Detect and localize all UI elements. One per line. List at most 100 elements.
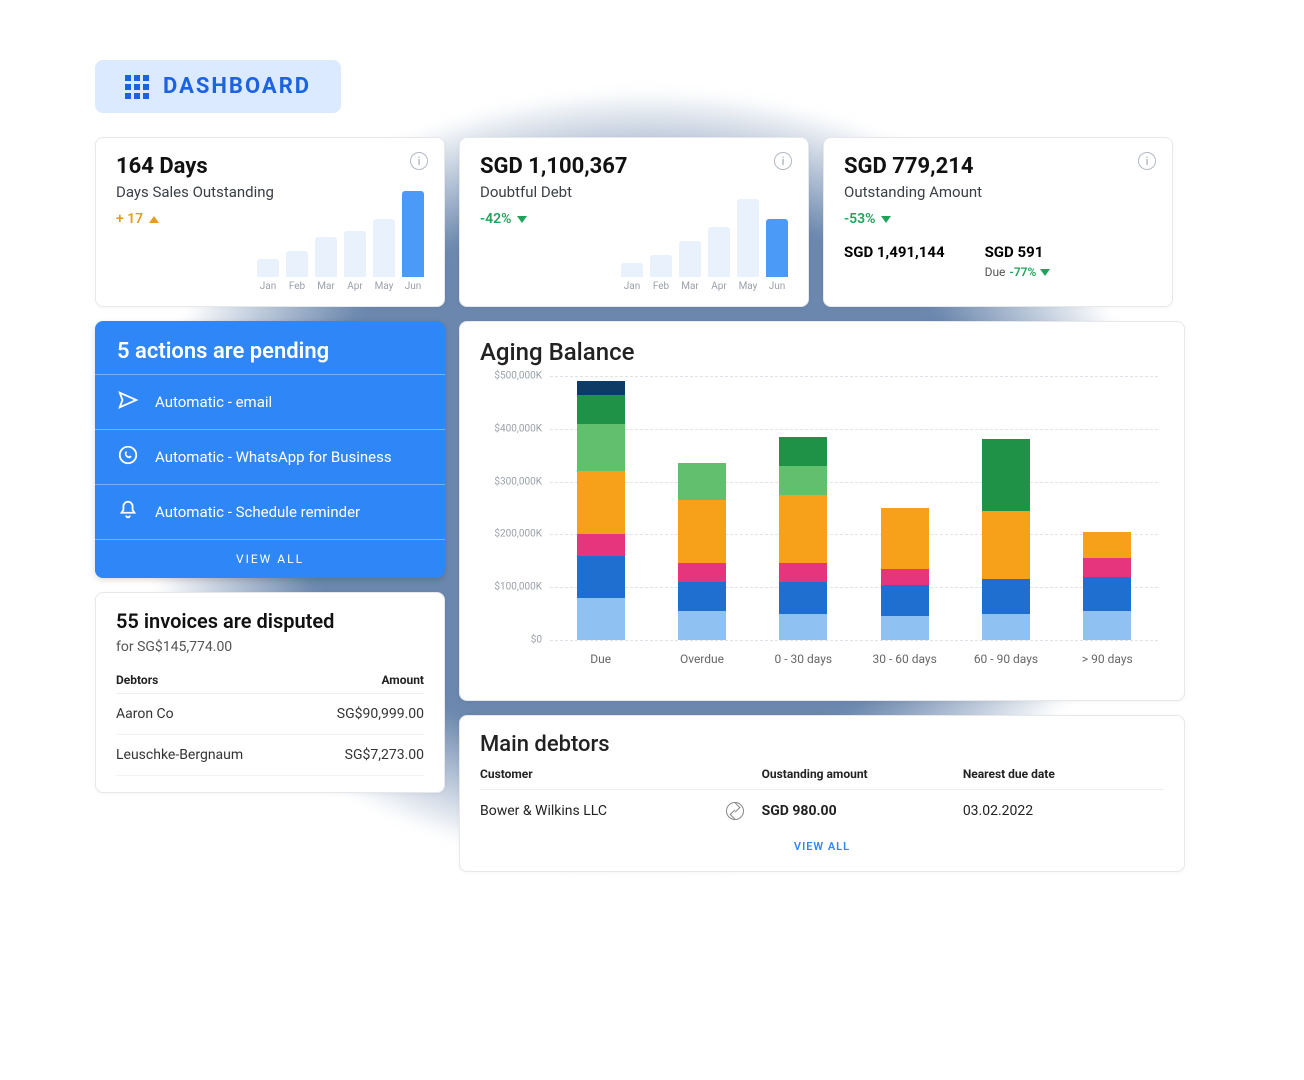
aging-segment: [1083, 532, 1131, 558]
aging-segment: [1083, 558, 1131, 576]
info-icon[interactable]: i: [1138, 152, 1156, 170]
kpi-dso-delta: + 17: [116, 211, 159, 227]
aging-segment: [577, 534, 625, 555]
aging-segment: [982, 579, 1030, 613]
kpi-dso-card: i 164 Days Days Sales Outstanding + 17 J…: [95, 137, 445, 307]
triangle-down-icon: [1040, 269, 1050, 276]
debtor-due-date: 03.02.2022: [963, 803, 1164, 819]
action-label: Automatic - Schedule reminder: [155, 503, 360, 521]
aging-segment: [577, 598, 625, 640]
kpi-dso-value: 164 Days: [116, 154, 424, 179]
action-item[interactable]: Automatic - email: [95, 374, 445, 429]
spark-label: Apr: [347, 281, 363, 292]
aging-segment: [881, 508, 929, 569]
x-axis-label: Due: [550, 652, 651, 666]
disputed-row[interactable]: Aaron Co SG$90,999.00: [116, 694, 424, 735]
spark-label: Feb: [289, 281, 305, 292]
debtor-row[interactable]: Bower & Wilkins LLCSGD 980.0003.02.2022: [480, 790, 1164, 832]
spark-bar: [679, 241, 701, 277]
aging-bar: [854, 376, 955, 640]
kpi-doubtful-value: SGD 1,100,367: [480, 154, 788, 179]
info-icon[interactable]: i: [774, 152, 792, 170]
triangle-down-icon: [881, 216, 891, 223]
aging-segment: [779, 582, 827, 614]
actions-view-all[interactable]: VIEW ALL: [95, 539, 445, 578]
action-label: Automatic - email: [155, 393, 272, 411]
aging-segment: [779, 614, 827, 640]
aging-segment: [678, 500, 726, 563]
disputed-col-amount: Amount: [381, 673, 424, 687]
disputed-col-debtors: Debtors: [116, 673, 158, 687]
spark-label: Jun: [769, 281, 786, 292]
spark-bar: [766, 219, 788, 277]
aging-segment: [881, 585, 929, 617]
x-axis-label: Overdue: [651, 652, 752, 666]
aging-segment: [881, 569, 929, 585]
disputed-subtitle: for SG$145,774.00: [116, 639, 424, 655]
kpi-outstanding-extra-1: SGD 591 Due -77%: [985, 243, 1051, 279]
disputed-row[interactable]: Leuschke-Bergnaum SG$7,273.00: [116, 735, 424, 776]
gridline: [550, 640, 1158, 641]
aging-bar: [753, 376, 854, 640]
action-label: Automatic - WhatsApp for Business: [155, 448, 392, 466]
y-axis-label: $400,000K: [480, 423, 542, 434]
aging-segment: [982, 439, 1030, 510]
dashboard-button[interactable]: DASHBOARD: [95, 60, 341, 113]
aging-bar: [955, 376, 1056, 640]
disputed-amount: SG$90,999.00: [337, 706, 424, 722]
kpi-doubtful-delta: -42%: [480, 211, 527, 227]
kpi-doubtful-card: i SGD 1,100,367 Doubtful Debt -42% JanFe…: [459, 137, 809, 307]
pending-actions-title: 5 actions are pending: [95, 339, 445, 374]
action-item[interactable]: Automatic - Schedule reminder: [95, 484, 445, 539]
grid-icon: [125, 75, 149, 99]
spark-bar: [315, 237, 337, 277]
spark-bar: [737, 199, 759, 277]
aging-segment: [779, 466, 827, 495]
sync-icon: [726, 802, 744, 820]
debtor-customer: Bower & Wilkins LLC: [480, 803, 607, 819]
spark-bar: [650, 255, 672, 277]
action-item[interactable]: Automatic - WhatsApp for Business: [95, 429, 445, 484]
main-debtors-title: Main debtors: [480, 732, 1164, 757]
debtors-view-all[interactable]: VIEW ALL: [480, 832, 1164, 855]
aging-segment: [779, 437, 827, 466]
aging-bar: [651, 376, 752, 640]
aging-segment: [982, 511, 1030, 580]
aging-bar: [1057, 376, 1158, 640]
aging-segment: [577, 424, 625, 472]
aging-chart: $0$100,000K$200,000K$300,000K$400,000K$5…: [550, 376, 1158, 666]
spark-bar: [344, 231, 366, 277]
y-axis-label: $100,000K: [480, 582, 542, 593]
debtors-col-due: Nearest due date: [963, 767, 1164, 781]
aging-segment: [779, 563, 827, 581]
y-axis-label: $300,000K: [480, 476, 542, 487]
disputed-debtor: Aaron Co: [116, 706, 174, 722]
pending-actions-card: 5 actions are pending Automatic - email A…: [95, 321, 445, 578]
aging-bar: [550, 376, 651, 640]
spark-bar: [708, 227, 730, 277]
main-debtors-card: Main debtors Customer Oustanding amount …: [459, 715, 1185, 872]
info-icon[interactable]: i: [410, 152, 428, 170]
spark-label: Mar: [681, 281, 699, 292]
dashboard-label: DASHBOARD: [163, 74, 311, 99]
aging-segment: [982, 614, 1030, 640]
aging-balance-card: Aging Balance $0$100,000K$200,000K$300,0…: [459, 321, 1185, 701]
bell-icon: [117, 499, 139, 525]
aging-segment: [577, 381, 625, 394]
spark-label: Apr: [711, 281, 727, 292]
spark-label: May: [375, 281, 394, 292]
disputed-amount: SG$7,273.00: [345, 747, 424, 763]
kpi-outstanding-card: i SGD 779,214 Outstanding Amount -53% SG…: [823, 137, 1173, 307]
disputed-debtor: Leuschke-Bergnaum: [116, 747, 243, 763]
kpi-outstanding-subtitle: Outstanding Amount: [844, 183, 1152, 201]
spark-label: May: [739, 281, 758, 292]
spark-bar: [373, 219, 395, 277]
whatsapp-icon: [117, 444, 139, 470]
debtors-col-amount: Oustanding amount: [762, 767, 963, 781]
spark-bar: [621, 263, 643, 277]
x-axis-label: 60 - 90 days: [955, 652, 1056, 666]
y-axis-label: $0: [480, 635, 542, 646]
x-axis-label: 30 - 60 days: [854, 652, 955, 666]
spark-label: Feb: [653, 281, 669, 292]
disputed-title: 55 invoices are disputed: [116, 609, 424, 633]
